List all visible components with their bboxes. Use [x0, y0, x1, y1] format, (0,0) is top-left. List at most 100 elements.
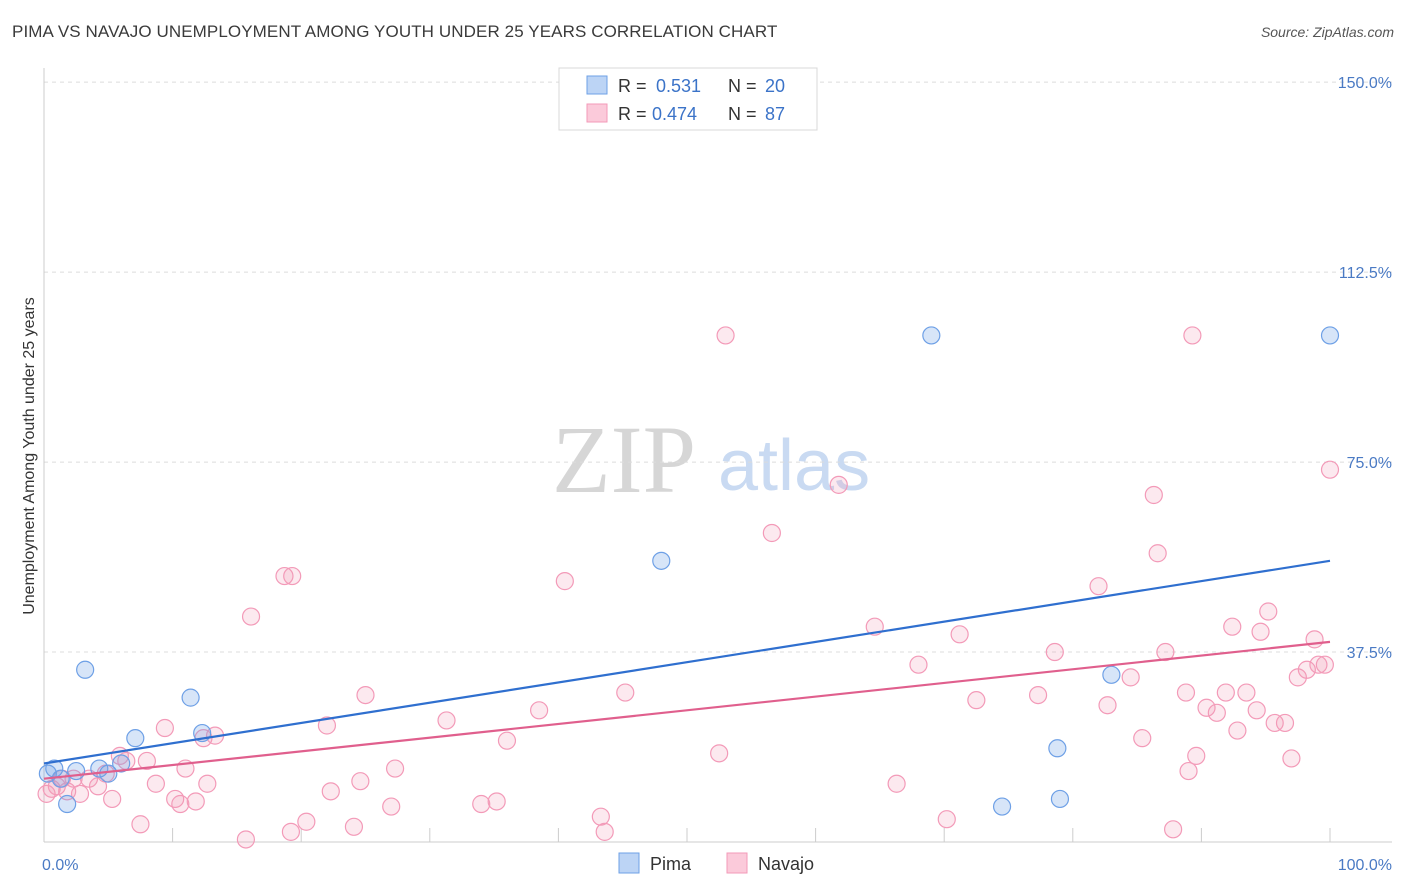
navajo-point — [1156, 642, 1175, 662]
pima-point — [181, 688, 200, 707]
trend-lines — [43, 559, 1331, 780]
navajo-point — [1216, 683, 1235, 702]
watermark-atlas: atlas — [718, 426, 870, 506]
navajo-point — [497, 731, 517, 750]
pima-point — [992, 797, 1012, 816]
source-label: Source: ZipAtlas.com — [1260, 24, 1394, 40]
navajo-point — [70, 784, 90, 803]
navajo-point — [241, 607, 261, 626]
pima-point — [1102, 665, 1121, 684]
pima-point — [112, 754, 131, 773]
navajo-point — [103, 789, 122, 809]
navajo-point — [909, 655, 928, 674]
navajo-point — [1197, 698, 1216, 717]
pima-series-swatch — [618, 852, 640, 874]
x-tick-label: 0.0% — [42, 857, 78, 874]
y-tick-label: 37.5% — [1347, 645, 1392, 662]
navajo-point — [1176, 683, 1196, 702]
navajo-point — [382, 797, 401, 816]
navajo-point — [1028, 685, 1048, 705]
navajo-point — [1089, 577, 1108, 596]
navajo-point — [1237, 683, 1256, 702]
navajo-n-value: 87 — [765, 104, 785, 124]
chart-title: PIMA VS NAVAJO UNEMPLOYMENT AMONG YOUTH … — [12, 22, 778, 41]
navajo-point — [137, 751, 156, 771]
navajo-point — [186, 792, 205, 811]
navajo-point — [887, 774, 906, 793]
navajo-point — [487, 792, 506, 811]
navajo-r-label: R = — [618, 104, 647, 124]
navajo-point — [166, 789, 185, 809]
navajo-point — [236, 830, 256, 849]
watermark-zip: ZIP — [552, 406, 696, 513]
navajo-point — [283, 566, 302, 586]
pima-legend-swatch — [586, 75, 608, 95]
y-tick-label: 112.5% — [1339, 265, 1392, 282]
navajo-point — [356, 685, 375, 705]
navajo-r-value: 0.474 — [652, 104, 697, 124]
navajo-series-label: Navajo — [758, 854, 814, 874]
navajo-trend-line — [43, 640, 1331, 780]
pima-point — [922, 326, 941, 345]
navajo-point — [198, 774, 217, 793]
navajo-series-swatch — [726, 852, 748, 874]
navajo-point — [1320, 460, 1340, 479]
navajo-point — [1133, 729, 1152, 748]
navajo-legend-swatch — [586, 103, 608, 123]
navajo-point — [1305, 630, 1324, 649]
pima-n-label: N = — [728, 76, 757, 96]
pima-point — [76, 660, 95, 679]
y-tick-label: 75.0% — [1347, 455, 1392, 472]
data-points — [37, 326, 1340, 849]
navajo-point — [37, 784, 56, 803]
navajo-point — [1207, 703, 1226, 722]
x-tick-label: 100.0% — [1338, 857, 1392, 874]
pima-series-label: Pima — [650, 854, 692, 874]
navajo-point — [710, 744, 729, 763]
navajo-point — [1309, 655, 1328, 674]
navajo-point — [385, 759, 405, 778]
pima-point — [126, 729, 145, 748]
navajo-point — [1187, 746, 1206, 765]
navajo-point — [1045, 642, 1064, 662]
navajo-point — [317, 716, 337, 735]
pima-point — [51, 769, 70, 788]
gridlines — [44, 81, 1392, 653]
navajo-point — [1183, 326, 1202, 345]
navajo-point — [1247, 701, 1266, 720]
series-legend: Pima Navajo — [618, 852, 814, 874]
navajo-point — [1148, 544, 1167, 563]
pima-point — [1320, 326, 1340, 345]
navajo-point — [1275, 713, 1295, 733]
navajo-point — [716, 326, 735, 345]
navajo-point — [967, 691, 986, 710]
navajo-point — [1251, 622, 1270, 641]
pima-point — [652, 551, 671, 570]
navajo-point — [616, 683, 635, 702]
navajo-point — [937, 810, 956, 829]
navajo-point — [591, 807, 610, 826]
pima-point — [58, 794, 77, 814]
pima-trend-line — [43, 559, 1331, 765]
navajo-point — [595, 822, 614, 841]
navajo-point — [275, 566, 294, 586]
navajo-point — [1121, 668, 1140, 687]
navajo-point — [1164, 820, 1183, 839]
navajo-point — [281, 822, 301, 841]
pima-point — [1050, 789, 1070, 809]
y-tick-label: 150.0% — [1338, 75, 1392, 92]
navajo-point — [1259, 602, 1278, 621]
navajo-point — [1265, 713, 1284, 733]
navajo-point — [344, 817, 364, 836]
navajo-point — [1297, 660, 1316, 679]
navajo-point — [530, 701, 549, 720]
navajo-point — [472, 794, 491, 814]
tick-labels: 37.5% 75.0% 112.5% 150.0% 0.0% 100.0% — [42, 75, 1392, 874]
navajo-point — [950, 625, 969, 644]
pima-point — [67, 761, 86, 781]
navajo-point — [829, 475, 848, 494]
navajo-point — [146, 774, 165, 793]
navajo-point — [171, 794, 190, 814]
navajo-point — [1228, 721, 1247, 740]
